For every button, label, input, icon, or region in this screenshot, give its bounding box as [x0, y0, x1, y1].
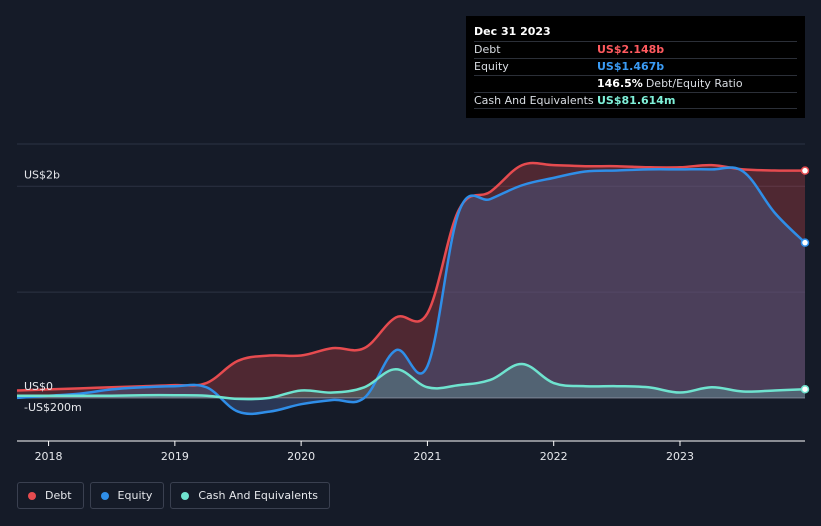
- chart-legend: Debt Equity Cash And Equivalents: [17, 482, 330, 509]
- legend-equity-dot: [100, 491, 109, 500]
- debt-end-marker: [800, 166, 810, 175]
- legend-cash-label: Cash And Equivalents: [198, 489, 318, 502]
- tooltip-ratio-value: 146.5%: [597, 77, 643, 90]
- legend-equity-label: Equity: [117, 489, 153, 502]
- cash-and-equivalents-line: [17, 362, 806, 401]
- x-tick-label: 2018: [35, 450, 63, 463]
- tooltip-date: Dec 31 2023: [474, 25, 551, 38]
- tooltip-debt-label: Debt: [474, 43, 501, 56]
- tooltip-cash-row: Cash And Equivalents US$81.614m: [474, 92, 797, 109]
- y-tick-label: US$2b: [24, 168, 60, 181]
- data-tooltip: Dec 31 2023 Debt US$2.148b Equity US$1.4…: [466, 16, 805, 118]
- end-markers: [800, 166, 810, 394]
- x-tick-label: 2021: [413, 450, 441, 463]
- legend-cash[interactable]: Cash And Equivalents: [170, 482, 330, 509]
- x-tick-label: 2019: [161, 450, 189, 463]
- equity-end-marker: [800, 238, 810, 247]
- y-tick-label: -US$200m: [24, 401, 82, 414]
- legend-equity[interactable]: Equity: [89, 482, 165, 509]
- tooltip-cash-label: Cash And Equivalents: [474, 94, 594, 107]
- tooltip-debt-row: Debt US$2.148b: [474, 41, 797, 58]
- debt-area: [17, 162, 805, 398]
- cash-and-equivalents-end-marker: [800, 384, 810, 394]
- tooltip-equity-label: Equity: [474, 60, 509, 73]
- tooltip-equity-value: US$1.467b: [597, 60, 665, 73]
- tooltip-equity-row: Equity US$1.467b: [474, 58, 797, 75]
- series-lines: [16, 161, 806, 416]
- tooltip-cash-value: US$81.614m: [597, 94, 676, 107]
- legend-cash-dot: [181, 491, 190, 500]
- gridlines: [17, 143, 805, 442]
- legend-debt-dot: [28, 491, 36, 500]
- x-axis-labels: 2018 2019 2020 2021 2022 2023: [35, 441, 694, 463]
- x-tick-label: 2022: [540, 450, 568, 463]
- x-tick-label: 2020: [287, 450, 315, 463]
- legend-debt[interactable]: Debt: [17, 482, 84, 509]
- x-tick-label: 2023: [666, 450, 694, 463]
- tooltip-ratio-label: Debt/Equity Ratio: [645, 77, 743, 90]
- tooltip-ratio-row: 146.5% Debt/Equity Ratio: [474, 75, 797, 92]
- tooltip-debt-value: US$2.148b: [597, 43, 665, 56]
- y-axis-labels: US$2b US$0 -US$200m: [24, 168, 82, 414]
- legend-debt-label: Debt: [45, 489, 72, 502]
- equity-area: [17, 167, 805, 414]
- series-areas: [17, 162, 805, 414]
- equity-line: [16, 166, 806, 416]
- y-tick-label: US$0: [24, 380, 53, 393]
- cash-and-equivalents-area: [17, 363, 805, 400]
